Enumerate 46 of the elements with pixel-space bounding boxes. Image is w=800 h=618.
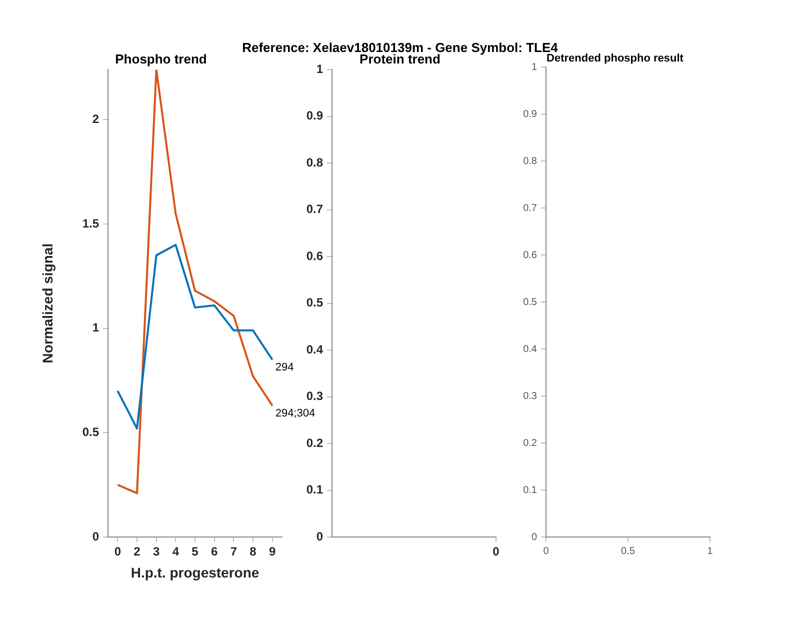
y-tick-label: 0 [316, 529, 324, 544]
y-tick-label: 0.9 [306, 108, 324, 123]
x-tick-label: 6 [210, 544, 218, 559]
x-tick-label: 0.5 [621, 546, 636, 557]
y-tick-label: 0.5 [306, 296, 324, 310]
y-axis-title: Normalized signal [39, 243, 56, 364]
x-tick-label: 8 [250, 544, 257, 559]
x-tick-label: 4 [172, 544, 180, 559]
x-tick-label: 2 [134, 544, 141, 559]
y-tick-label: 0.3 [523, 390, 538, 402]
y-tick-label: 0.4 [306, 342, 324, 356]
x-tick-label: 0 [492, 544, 500, 559]
y-tick-label: 0.2 [306, 436, 324, 450]
y-tick-label: 0.1 [523, 484, 538, 496]
series-label: 294 [275, 362, 294, 374]
y-tick-label: 0.6 [523, 250, 538, 261]
x-tick-label: 3 [152, 544, 160, 559]
x-axis-title: H.p.t. progesterone [130, 564, 260, 580]
y-tick-label: 0.5 [523, 296, 538, 308]
y-tick-label: 2 [92, 112, 100, 126]
x-tick-label: 1 [707, 546, 714, 557]
y-tick-label: 0.4 [523, 344, 538, 355]
y-tick-label: 0.3 [306, 389, 324, 404]
y-tick-label: 0 [531, 532, 538, 543]
y-tick-label: 1 [531, 62, 538, 73]
y-tick-label: 0.8 [306, 155, 324, 170]
y-tick-label: 0.6 [306, 248, 324, 263]
y-tick-label: 0 [92, 529, 100, 544]
y-tick-label: 1 [92, 320, 100, 335]
y-tick-label: 0.1 [306, 482, 324, 497]
y-tick-label: 0.8 [523, 156, 538, 167]
series-label: 294;304 [275, 408, 316, 420]
x-tick-label: 0 [114, 544, 122, 559]
y-tick-label: 0.9 [523, 108, 538, 120]
y-tick-label: 0.7 [306, 202, 324, 216]
y-tick-label: 0.2 [523, 438, 538, 449]
y-tick-label: 1.5 [82, 216, 100, 230]
chart-subtitle: Phospho trend [115, 51, 207, 66]
x-tick-label: 7 [230, 544, 238, 559]
y-tick-label: 0.7 [523, 202, 538, 214]
chart-title: Detrended phospho result [546, 52, 684, 65]
x-tick-label: 5 [192, 544, 199, 559]
y-tick-label: 1 [316, 62, 324, 76]
y-tick-label: 0.5 [82, 424, 100, 439]
x-tick-label: 9 [268, 544, 276, 559]
x-tick-label: 0 [543, 546, 550, 557]
